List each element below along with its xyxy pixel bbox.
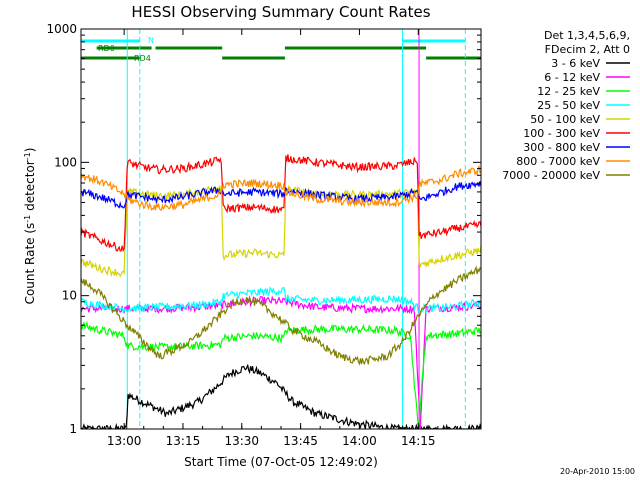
generation-date: 20-Apr-2010 15:00 [560, 467, 635, 476]
legend-label-5: 100 - 300 keV [523, 127, 600, 140]
legend-label-4: 50 - 100 keV [530, 113, 600, 126]
x-axis-label: Start Time (07-Oct-05 12:49:02) [184, 455, 378, 469]
legend-label-1: 6 - 12 keV [544, 71, 600, 84]
y-axis-label-end: ) [23, 148, 37, 153]
flag-label-N: N [148, 36, 154, 45]
series-lines [81, 154, 481, 429]
legend-label-7: 800 - 7000 keV [516, 155, 600, 168]
legend-label-6: 300 - 800 keV [523, 141, 600, 154]
x-tick-label-4: 14:00 [342, 434, 377, 448]
y-tick-label-1: 10 [62, 289, 77, 303]
attenuator-lines [126, 29, 466, 429]
legend-label-0: 3 - 6 keV [551, 57, 600, 70]
x-tick-label-0: 13:00 [107, 434, 142, 448]
flag-label-RD4: RD4 [134, 54, 151, 63]
legend-label-3: 25 - 50 keV [537, 99, 600, 112]
legend: Det 1,3,4,5,6,9, FDecim 2, Att 0 3 - 6 k… [502, 29, 630, 182]
flag-label-RD0: RD0 [98, 44, 115, 53]
series-1 [81, 295, 481, 429]
x-tick-label-1: 13:15 [166, 434, 201, 448]
legend-header-line-1: Det 1,3,4,5,6,9, [544, 29, 630, 42]
plot-frame [80, 28, 482, 430]
y-axis-label-mid: detector [23, 160, 37, 215]
series-2 [81, 320, 481, 429]
chart-title: HESSI Observing Summary Count Rates [131, 3, 430, 21]
axes: 13:00 13:15 13:30 13:45 14:00 14:15 1 10 100 1000 [46, 22, 482, 448]
series-0 [81, 364, 481, 429]
x-tick-label-5: 14:15 [401, 434, 436, 448]
series-3 [81, 286, 481, 314]
legend-header-line-2: FDecim 2, Att 0 [545, 43, 630, 56]
y-tick-label-3: 1000 [46, 22, 77, 36]
flag-bars: N RD0 RD4 [81, 36, 481, 63]
series-5 [81, 154, 481, 253]
legend-label-2: 12 - 25 keV [537, 85, 600, 98]
y-axis-label-main: Count Rate (s [23, 223, 37, 305]
x-tick-label-2: 13:30 [224, 434, 259, 448]
y-axis-label: Count Rate (s-1 detector-1) [23, 148, 38, 305]
y-tick-label-2: 100 [54, 155, 77, 169]
y-tick-label-0: 1 [69, 422, 77, 436]
legend-label-8: 7000 - 20000 keV [502, 169, 600, 182]
y-axis-label-sup1: -1 [23, 215, 32, 223]
x-tick-label-3: 13:45 [283, 434, 318, 448]
series-8 [81, 265, 481, 366]
series-7 [81, 164, 481, 211]
series-4 [81, 184, 481, 278]
y-axis-label-sup2: -1 [23, 152, 32, 160]
